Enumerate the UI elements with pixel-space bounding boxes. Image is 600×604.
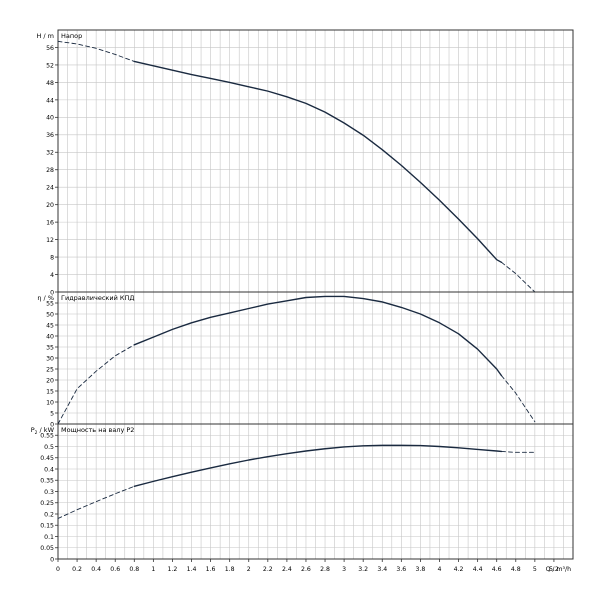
y-tick-label: 0.5	[44, 444, 54, 451]
x-tick-label: 4.8	[511, 566, 521, 573]
y-tick-label: 0.55	[40, 433, 54, 440]
y-tick-label: 0.4	[44, 466, 54, 473]
x-tick-label: 3.8	[415, 566, 425, 573]
y-axis-label: η / %	[37, 294, 54, 302]
y-tick-label: 8	[50, 254, 54, 261]
y-tick-label: 48	[46, 80, 54, 87]
y-tick-label: 0.15	[40, 523, 54, 530]
y-tick-label: 35	[46, 344, 54, 351]
y-tick-label: 40	[46, 115, 54, 122]
y-tick-label: 12	[46, 237, 54, 244]
y-tick-label: 0	[50, 289, 54, 296]
y-tick-label: 20	[46, 377, 54, 384]
x-tick-label: 4	[438, 566, 442, 573]
y-tick-label: 36	[46, 132, 54, 139]
x-tick-label: 5	[533, 566, 537, 573]
y-tick-label: 24	[46, 185, 54, 192]
x-tick-label: 0	[56, 566, 60, 573]
x-tick-label: 4.2	[454, 566, 464, 573]
x-tick-label: 1.8	[225, 566, 235, 573]
y-tick-label: 10	[46, 399, 54, 406]
y-tick-label: 16	[46, 220, 54, 227]
x-tick-label: 1.4	[187, 566, 197, 573]
x-tick-label: 3.2	[358, 566, 368, 573]
curve-extrapolated	[57, 485, 135, 519]
y-tick-label: 0.35	[40, 478, 54, 485]
y-tick-label: 25	[46, 366, 54, 373]
y-tick-label: 30	[46, 355, 54, 362]
curve-solid	[133, 444, 503, 488]
curve-extrapolated	[501, 375, 536, 423]
x-tick-label: 1.2	[168, 566, 178, 573]
y-tick-label: 20	[46, 202, 54, 209]
y-tick-label: 28	[46, 167, 54, 174]
y-tick-label: 50	[46, 311, 54, 318]
x-tick-label: 2.8	[320, 566, 330, 573]
y-tick-label: 45	[46, 322, 54, 329]
x-tick-label: 0.2	[72, 566, 82, 573]
y-tick-label: 0.3	[44, 489, 54, 496]
x-tick-label: 2.4	[282, 566, 292, 573]
y-tick-label: 0.2	[44, 511, 54, 518]
y-tick-label: 52	[46, 62, 54, 69]
y-tick-label: 15	[46, 388, 54, 395]
x-tick-label: 3.4	[377, 566, 387, 573]
y-tick-label: 32	[46, 150, 54, 157]
x-tick-label: 0.4	[91, 566, 101, 573]
x-tick-label: 5.2	[549, 566, 559, 573]
x-tick-label: 1.6	[206, 566, 216, 573]
y-tick-label: 0.45	[40, 455, 54, 462]
curve-extrapolated	[501, 261, 536, 293]
y-axis-label: P2 / kW	[31, 426, 55, 436]
panel-title: Напор	[61, 32, 82, 40]
panel-title: Мощность на валу P2	[61, 426, 134, 434]
y-tick-label: 0	[50, 421, 54, 428]
x-tick-label: 2	[247, 566, 251, 573]
curve-extrapolated	[501, 451, 536, 453]
y-tick-label: 0.25	[40, 500, 54, 507]
curve-extrapolated	[57, 40, 135, 62]
x-tick-label: 0.8	[129, 566, 139, 573]
curve-solid	[133, 60, 503, 264]
y-tick-label: 40	[46, 333, 54, 340]
y-tick-label: 5	[50, 410, 54, 417]
curve-solid	[133, 295, 503, 377]
y-axis-label: H / m	[36, 32, 54, 40]
y-tick-label: 0	[50, 556, 54, 563]
curve-extrapolated	[57, 344, 135, 425]
x-tick-label: 4.4	[473, 566, 483, 573]
x-tick-label: 2.6	[301, 566, 311, 573]
x-tick-label: 4.6	[492, 566, 502, 573]
y-tick-label: 0.1	[44, 534, 54, 541]
x-tick-label: 1	[151, 566, 155, 573]
x-tick-label: 3.6	[396, 566, 406, 573]
y-tick-label: 4	[50, 272, 54, 279]
y-tick-label: 56	[46, 45, 54, 52]
x-tick-label: 3	[342, 566, 346, 573]
panel-title: Гидравлический КПД	[61, 294, 134, 302]
y-tick-label: 44	[46, 97, 54, 104]
x-tick-label: 0.6	[110, 566, 120, 573]
x-tick-label: 2.2	[263, 566, 273, 573]
y-tick-label: 0.05	[40, 545, 54, 552]
y-tick-label: 55	[46, 300, 54, 307]
x-axis-label: Q / m³/h	[546, 566, 571, 573]
